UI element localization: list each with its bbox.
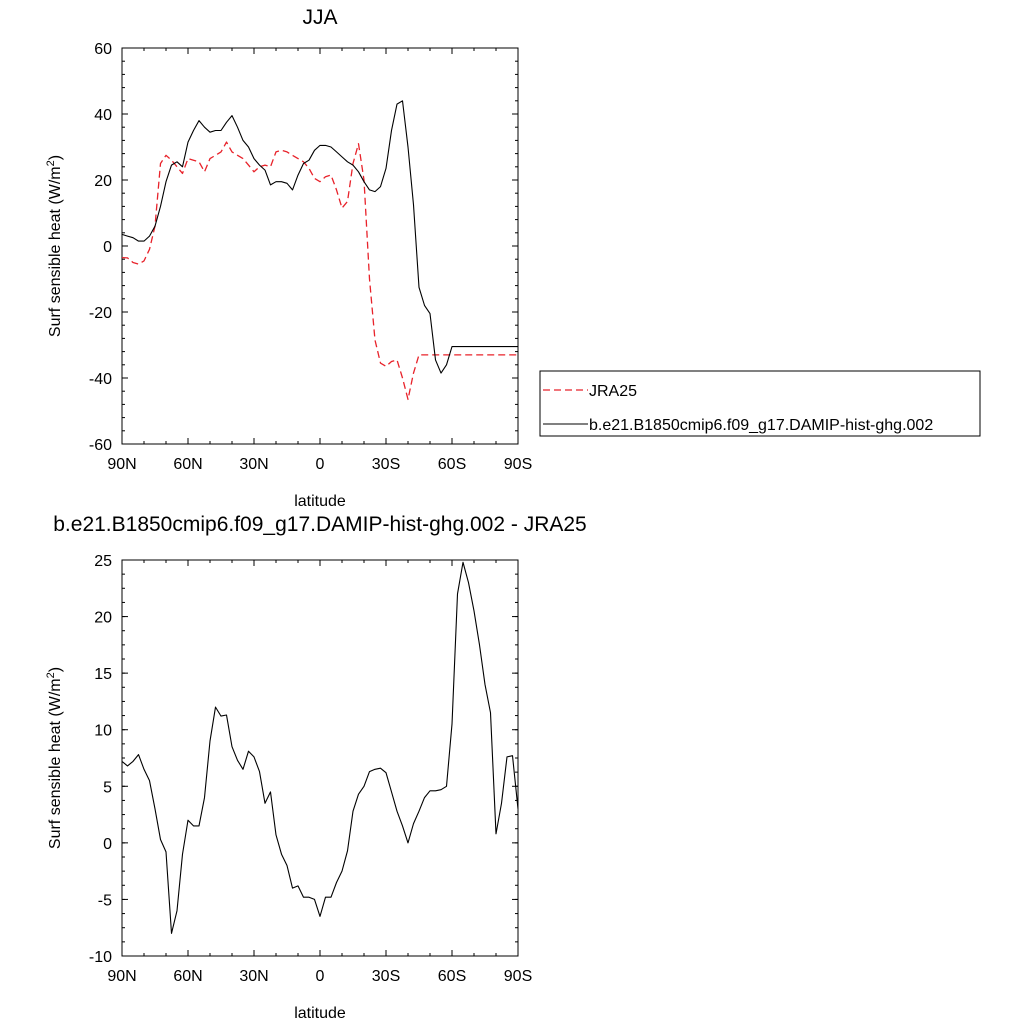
bottom-x-tick-label: 90N <box>107 968 136 985</box>
bottom-x-tick-label: 90S <box>504 968 532 985</box>
top-y-tick-label: 40 <box>94 107 112 124</box>
bottom-y-tick-label: 10 <box>94 723 112 740</box>
bottom-axis-ticks: 25 20 15 10 5 0 -5 -10 90N 60N 30N 0 30S 60S 90S <box>89 553 532 985</box>
top-series-line-b-e21-b1850cmip6-f09-g17-damip-hist-ghg-002 <box>121 100 518 374</box>
bottom-y-tick-label: -5 <box>98 892 112 909</box>
bottom-series-group <box>121 561 519 934</box>
top-y-axis-label-end: ) <box>47 155 64 160</box>
top-x-tick-label: 90N <box>107 456 136 473</box>
top-y-tick-label: 60 <box>94 41 112 58</box>
top-x-tick-label: 60N <box>173 456 202 473</box>
top-y-tick-label: -20 <box>89 305 112 322</box>
bottom-plot-frame <box>121 559 519 957</box>
bottom-x-axis-label: latitude <box>294 1005 346 1022</box>
legend: JRA25 b.e21.B1850cmip6.f09_g17.DAMIP-his… <box>539 370 981 437</box>
bottom-x-tick-label: 0 <box>316 968 325 985</box>
top-y-axis-label-superscript: 2 <box>45 160 57 166</box>
top-plot-frame <box>121 47 519 445</box>
legend-label-jra25: JRA25 <box>589 383 637 400</box>
bottom-y-tick-label: 0 <box>103 836 112 853</box>
top-x-tick-label: 90S <box>504 456 532 473</box>
legend-label-model: b.e21.B1850cmip6.f09_g17.DAMIP-hist-ghg.… <box>589 417 933 434</box>
top-axis-ticks: 60 40 20 0 -20 -40 -60 90N 60N 30N 0 30S 60S 90S <box>89 41 532 473</box>
legend-box <box>539 370 981 437</box>
bottom-y-tick-label: 25 <box>94 553 112 570</box>
top-y-tick-label: 0 <box>103 239 112 256</box>
bottom-x-tick-label: 60N <box>173 968 202 985</box>
bottom-x-tick-label: 60S <box>438 968 466 985</box>
bottom-y-tick-label: 20 <box>94 610 112 627</box>
bottom-x-tick-label: 30S <box>372 968 400 985</box>
bottom-y-tick-label: 15 <box>94 666 112 683</box>
bottom-panel: b.e21.B1850cmip6.f09_g17.DAMIP-hist-ghg.… <box>45 513 587 1022</box>
bottom-y-axis-label-main: Surf sensible heat (W/m <box>47 678 64 849</box>
top-x-tick-label: 30S <box>372 456 400 473</box>
top-y-tick-label: 20 <box>94 173 112 190</box>
top-x-tick-label: 0 <box>316 456 325 473</box>
top-y-tick-label: -40 <box>89 371 112 388</box>
bottom-series-line-0 <box>121 561 519 934</box>
top-x-tick-label: 60S <box>438 456 466 473</box>
top-x-axis-label: latitude <box>294 493 346 510</box>
top-chart-title: JJA <box>302 6 337 29</box>
bottom-y-axis-label: Surf sensible heat (W/m2) <box>45 667 64 849</box>
bottom-chart-title: b.e21.B1850cmip6.f09_g17.DAMIP-hist-ghg.… <box>53 513 586 536</box>
bottom-y-axis-label-end: ) <box>47 667 64 672</box>
top-x-tick-label: 30N <box>239 456 268 473</box>
bottom-y-tick-label: 5 <box>103 779 112 796</box>
bottom-x-tick-label: 30N <box>239 968 268 985</box>
top-y-axis-label-main: Surf sensible heat (W/m <box>47 166 64 337</box>
top-series-group <box>121 100 518 401</box>
top-y-axis-label: Surf sensible heat (W/m2) <box>45 155 64 337</box>
top-series-line-jra25 <box>121 141 518 401</box>
top-y-tick-label: -60 <box>89 437 112 454</box>
bottom-y-tick-label: -10 <box>89 949 112 966</box>
bottom-y-axis-label-superscript: 2 <box>45 672 57 678</box>
